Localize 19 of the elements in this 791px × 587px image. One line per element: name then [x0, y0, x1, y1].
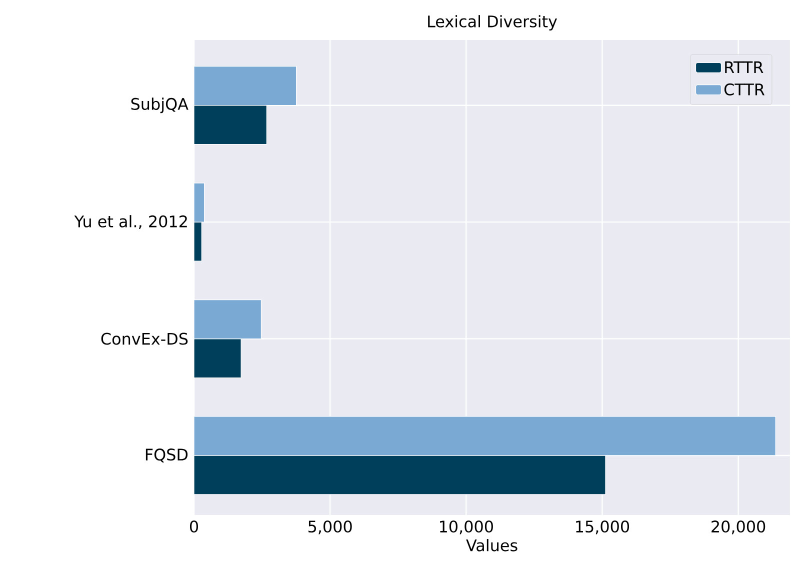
bar [194, 455, 606, 495]
x-tick-label: 10,000 [440, 520, 493, 534]
y-tick-label: ConvEx-DS [101, 332, 188, 345]
x-tick-label: 5,000 [308, 520, 352, 534]
y-tick-label: FQSD [146, 448, 188, 462]
chart-title: Lexical Diversity [428, 15, 557, 31]
x-tick-label: 0 [190, 520, 198, 533]
legend-label: RTTR [725, 61, 764, 74]
bar [194, 66, 297, 106]
bar [194, 299, 262, 340]
x-tick-label: 15,000 [576, 520, 630, 534]
x-tick-label: 20,000 [712, 520, 766, 534]
bar [194, 416, 776, 456]
bar [194, 338, 242, 378]
x-axis-title: Values [466, 539, 518, 552]
y-tick-label: Yu et al., 2012 [74, 215, 187, 230]
legend-label: CTTR [724, 83, 764, 96]
bar [194, 105, 267, 145]
y-tick-label: SubjQA [131, 98, 188, 114]
